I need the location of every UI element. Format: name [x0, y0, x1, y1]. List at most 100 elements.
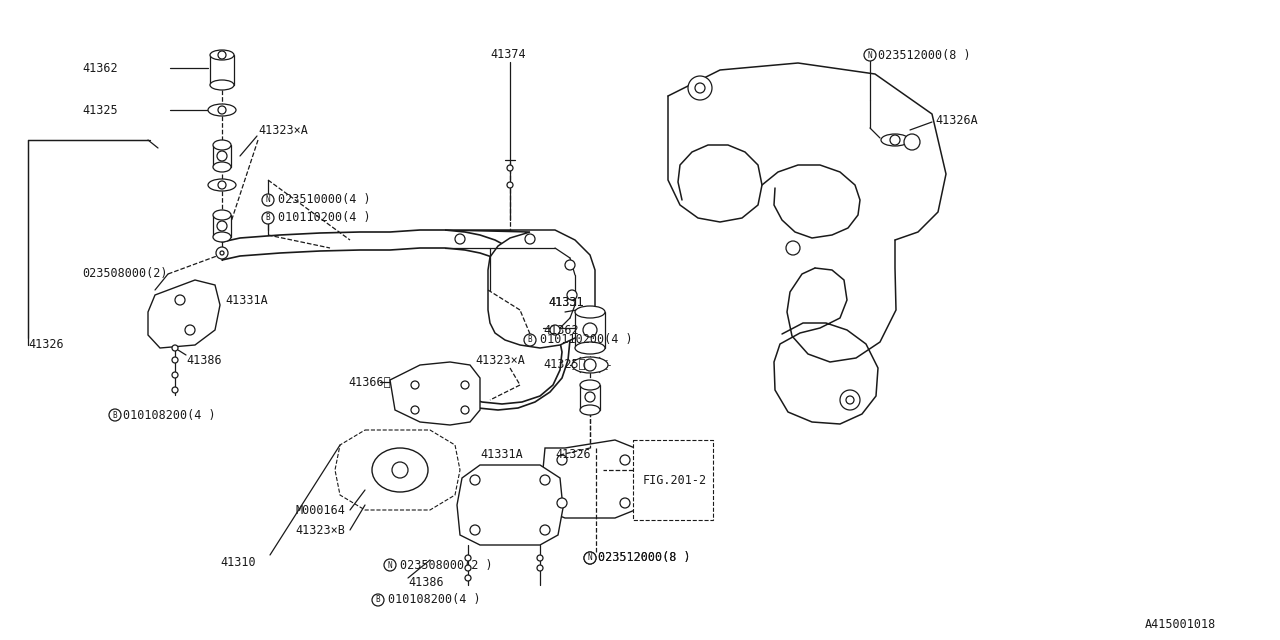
Ellipse shape: [210, 50, 234, 60]
Circle shape: [465, 555, 471, 561]
Circle shape: [392, 462, 408, 478]
Ellipse shape: [881, 134, 909, 146]
Circle shape: [384, 559, 396, 571]
Text: 010108200(4 ): 010108200(4 ): [123, 408, 215, 422]
Text: M000164: M000164: [294, 504, 344, 516]
Text: 41326A: 41326A: [934, 113, 978, 127]
Circle shape: [584, 552, 596, 564]
Circle shape: [507, 182, 513, 188]
Text: 023508000(2 ): 023508000(2 ): [399, 559, 493, 572]
Text: N: N: [266, 195, 270, 205]
Circle shape: [372, 594, 384, 606]
Circle shape: [550, 325, 561, 335]
Circle shape: [216, 247, 228, 259]
Circle shape: [582, 323, 596, 337]
Circle shape: [557, 455, 567, 465]
Bar: [212, 215, 230, 237]
Text: 41362: 41362: [82, 61, 118, 74]
Polygon shape: [445, 230, 595, 348]
Ellipse shape: [210, 80, 234, 90]
Ellipse shape: [572, 357, 608, 373]
Circle shape: [109, 409, 122, 421]
Ellipse shape: [212, 140, 230, 150]
Circle shape: [584, 359, 596, 371]
Circle shape: [540, 475, 550, 485]
Ellipse shape: [580, 405, 600, 415]
Circle shape: [411, 406, 419, 414]
Ellipse shape: [212, 162, 230, 172]
Circle shape: [689, 76, 712, 100]
Text: 023510000(4 ): 023510000(4 ): [278, 193, 371, 207]
Text: 41331: 41331: [548, 296, 584, 308]
Circle shape: [557, 498, 567, 508]
Circle shape: [411, 381, 419, 389]
Text: 41325: 41325: [82, 104, 118, 116]
Circle shape: [524, 334, 536, 346]
Ellipse shape: [372, 448, 428, 492]
Circle shape: [538, 555, 543, 561]
Text: 010110200(4 ): 010110200(4 ): [278, 211, 371, 225]
Text: 41310: 41310: [220, 556, 256, 568]
Circle shape: [540, 525, 550, 535]
Circle shape: [461, 381, 468, 389]
Text: 41374: 41374: [490, 49, 526, 61]
Ellipse shape: [212, 210, 230, 220]
Circle shape: [538, 565, 543, 571]
Bar: [210, 55, 234, 85]
Polygon shape: [457, 465, 563, 545]
Circle shape: [172, 357, 178, 363]
Text: 023512000(8 ): 023512000(8 ): [878, 49, 970, 61]
Text: N: N: [868, 51, 872, 60]
Circle shape: [172, 345, 178, 351]
Ellipse shape: [212, 232, 230, 242]
Circle shape: [186, 325, 195, 335]
Text: B: B: [113, 410, 118, 419]
Ellipse shape: [580, 380, 600, 390]
Bar: [575, 312, 605, 348]
Text: 41325⎹: 41325⎹: [543, 358, 586, 371]
Circle shape: [864, 49, 876, 61]
Ellipse shape: [575, 342, 605, 354]
Circle shape: [220, 251, 224, 255]
Bar: [634, 440, 713, 520]
Circle shape: [564, 260, 575, 270]
Circle shape: [218, 151, 227, 161]
Circle shape: [584, 552, 596, 564]
Text: FIG.201-2: FIG.201-2: [643, 474, 707, 486]
Circle shape: [470, 475, 480, 485]
Text: B: B: [527, 335, 532, 344]
Text: 023512000(8 ): 023512000(8 ): [598, 552, 691, 564]
Text: 41386: 41386: [186, 353, 221, 367]
Circle shape: [695, 83, 705, 93]
Circle shape: [218, 106, 227, 114]
Circle shape: [904, 134, 920, 150]
Text: 010108200(4 ): 010108200(4 ): [388, 593, 480, 607]
Text: FIG.201-2: FIG.201-2: [643, 474, 707, 486]
Text: 41326: 41326: [556, 449, 590, 461]
Circle shape: [840, 390, 860, 410]
Polygon shape: [390, 362, 480, 425]
Bar: [580, 385, 600, 410]
Text: 41331A: 41331A: [225, 294, 268, 307]
Text: 41362: 41362: [543, 323, 579, 337]
Polygon shape: [335, 430, 460, 510]
Circle shape: [262, 212, 274, 224]
Text: N: N: [388, 561, 392, 570]
Circle shape: [846, 396, 854, 404]
Circle shape: [585, 392, 595, 402]
Circle shape: [454, 234, 465, 244]
Circle shape: [465, 565, 471, 571]
Ellipse shape: [207, 179, 236, 191]
Circle shape: [262, 194, 274, 206]
Circle shape: [470, 525, 480, 535]
Circle shape: [172, 387, 178, 393]
Ellipse shape: [207, 104, 236, 116]
Circle shape: [461, 406, 468, 414]
Circle shape: [620, 498, 630, 508]
Text: 010110200(4 ): 010110200(4 ): [540, 333, 632, 346]
Circle shape: [218, 181, 227, 189]
Text: 41326: 41326: [28, 339, 64, 351]
Circle shape: [218, 221, 227, 231]
Circle shape: [620, 455, 630, 465]
Text: N: N: [588, 554, 593, 563]
